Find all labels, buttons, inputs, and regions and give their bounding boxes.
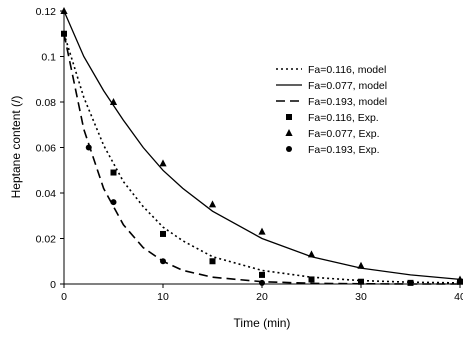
y-tick-label: 0 [50, 279, 56, 291]
data-point [159, 159, 167, 167]
data-point [60, 7, 68, 14]
x-axis-ticks: 0 10 20 30 40 [61, 284, 463, 303]
y-axis-title: Heptane content (/) [9, 96, 23, 199]
y-tick-label: 0.02 [36, 234, 57, 246]
series-1 [63, 10, 461, 281]
y-axis-ticks: 0 0.02 0.04 0.06 0.08 0.1 0.12 [36, 6, 64, 291]
legend-swatch-marker [286, 114, 292, 120]
data-point [358, 278, 364, 285]
data-point [259, 271, 265, 278]
data-point [259, 279, 265, 286]
x-tick-label: 20 [256, 291, 268, 303]
y-tick-label: 0.04 [36, 188, 57, 200]
data-point [61, 30, 67, 37]
data-point [109, 98, 118, 105]
y-tick-label: 0.1 [41, 52, 56, 64]
data-point [209, 258, 216, 265]
x-axis-title: Time (min) [234, 316, 291, 330]
plot-area [63, 11, 460, 285]
data-point [208, 200, 217, 208]
legend-label: Fa=0.193, Exp. [308, 144, 380, 156]
y-tick-label: 0.12 [36, 6, 57, 18]
legend-item: Fa=0.116, model [276, 64, 386, 76]
data-point [308, 276, 315, 283]
series-line [63, 33, 461, 284]
x-tick-label: 0 [61, 291, 67, 303]
x-tick-label: 40 [454, 291, 463, 303]
series-4 [60, 7, 463, 283]
data-point [307, 250, 316, 258]
legend-item: Fa=0.077, Exp. [285, 128, 380, 140]
series-0 [63, 33, 461, 284]
series-line [63, 10, 461, 281]
series-2 [63, 33, 460, 285]
series-line [63, 33, 460, 285]
legend-label: Fa=0.077, model [308, 80, 387, 92]
legend-label: Fa=0.193, model [308, 96, 387, 108]
data-point [357, 261, 365, 269]
x-tick-label: 30 [355, 291, 367, 303]
series-3 [61, 30, 463, 286]
legend-label: Fa=0.116, model [308, 64, 386, 76]
y-tick-label: 0.06 [36, 143, 57, 155]
legend-label: Fa=0.077, Exp. [308, 128, 380, 140]
legend-swatch-marker [286, 146, 292, 152]
series-layer [60, 7, 463, 286]
legend-item: Fa=0.116, Exp. [286, 112, 379, 124]
legend-item: Fa=0.193, model [276, 96, 387, 108]
x-tick-label: 10 [157, 291, 169, 303]
y-tick-label: 0.08 [36, 97, 57, 109]
legend: Fa=0.116, model Fa=0.077, model Fa=0.193, … [276, 64, 387, 156]
data-point [160, 258, 166, 265]
legend-label: Fa=0.116, Exp. [308, 112, 379, 124]
legend-swatch-marker [285, 129, 293, 136]
data-point [407, 279, 414, 286]
data-point [160, 230, 166, 237]
data-point [110, 169, 117, 176]
legend-item: Fa=0.193, Exp. [286, 144, 380, 156]
data-point [258, 227, 266, 235]
data-point [85, 144, 92, 151]
series-5 [85, 144, 265, 286]
legend-item: Fa=0.077, model [276, 80, 387, 92]
data-point [456, 275, 463, 283]
data-point [110, 199, 117, 206]
